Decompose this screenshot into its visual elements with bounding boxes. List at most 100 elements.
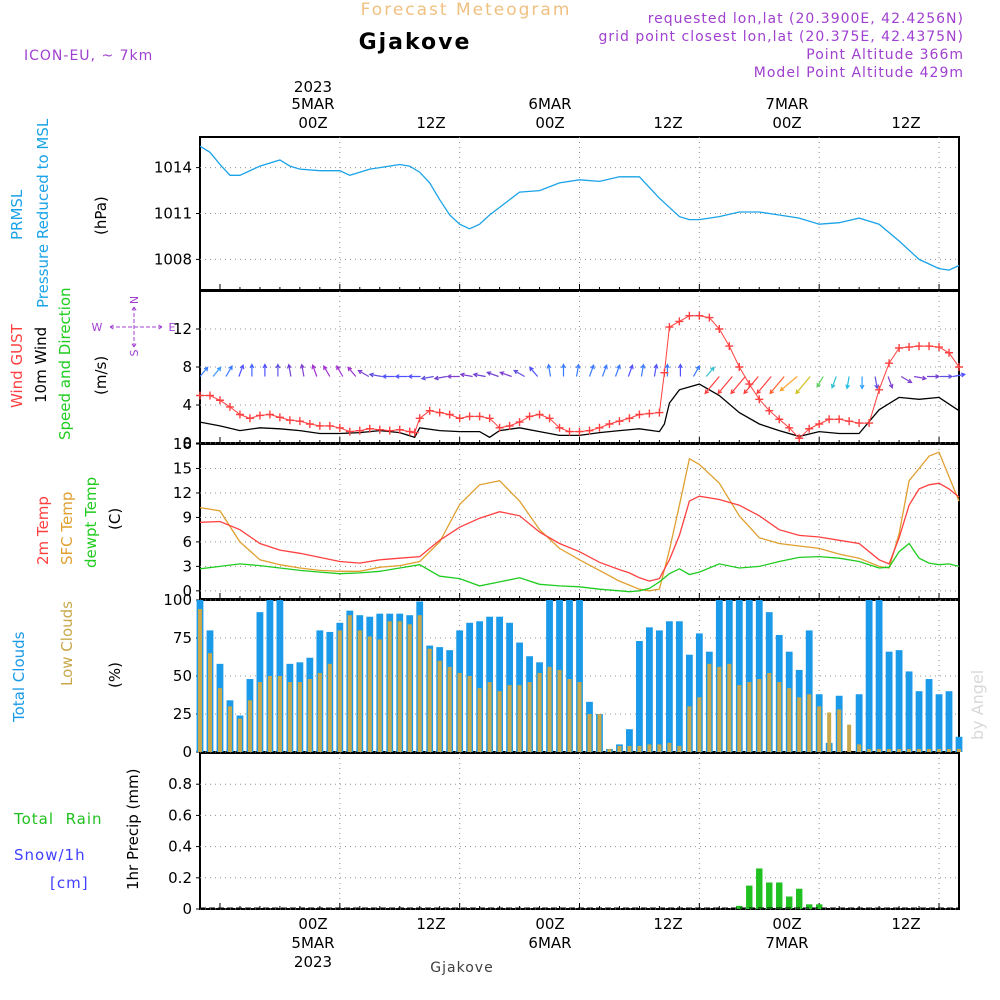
low-cloud-bar <box>847 724 852 752</box>
low-cloud-bar <box>397 621 402 752</box>
total-cloud-bar <box>885 651 893 752</box>
bottom-date-7mar: 7MAR <box>765 934 808 952</box>
total-cloud-bar <box>685 654 693 752</box>
gust-marker <box>515 418 524 427</box>
low-cloud-bar <box>547 666 552 752</box>
low-cloud-bar <box>407 624 412 752</box>
wind-direction-arrow <box>347 366 357 377</box>
low-cloud-bar <box>337 630 342 752</box>
wind-direction-arrow <box>407 374 421 379</box>
wind-direction-arrow <box>238 364 245 377</box>
total-cloud-bar <box>945 691 953 752</box>
gust-marker <box>365 424 374 433</box>
total-clouds-label: Total Clouds <box>10 631 28 723</box>
wind-direction-arrow <box>601 364 608 377</box>
gust-marker <box>845 417 854 426</box>
low-cloud-bar <box>877 748 882 752</box>
wind-direction-arrow <box>311 364 318 377</box>
low-cloud-bar <box>857 744 862 752</box>
wind-direction-arrow <box>299 363 305 377</box>
gust-marker <box>275 413 284 422</box>
gust-marker <box>785 423 794 432</box>
low-cloud-bar <box>667 742 672 752</box>
low-cloud-bar <box>897 748 902 752</box>
total-cloud-bar <box>636 641 643 752</box>
gust-marker <box>345 427 354 436</box>
total-cloud-bar <box>805 630 813 752</box>
low-cloud-bar <box>837 709 842 752</box>
gust-marker <box>645 409 654 418</box>
gust-marker <box>875 385 884 394</box>
low-cloud-bar <box>257 682 262 752</box>
station-title: Gjakove <box>359 30 472 55</box>
wind-direction-arrow <box>743 376 759 395</box>
pressure-line <box>199 145 960 271</box>
requested-coords: requested lon,lat (20.3900E, 42.4256N) <box>648 11 964 27</box>
total-rain-label: Total Rain <box>13 810 103 828</box>
low-cloud-bar <box>927 748 932 752</box>
gust-marker <box>410 428 419 437</box>
wind-direction-arrow <box>262 363 268 377</box>
gust-marker <box>445 410 454 419</box>
wind-direction-arrow <box>614 364 621 377</box>
wind-direction-arrow <box>769 376 785 395</box>
gust-marker <box>565 427 574 436</box>
wind-direction-arrow <box>336 365 344 377</box>
rain-bar <box>815 904 823 909</box>
gust-marker <box>715 325 724 333</box>
gust-marker <box>375 425 384 434</box>
low-cloud-bar <box>467 676 472 752</box>
wind-direction-arrow <box>627 364 634 377</box>
low-cloud-bar <box>487 682 492 752</box>
low-cloud-bar <box>198 609 202 752</box>
low-cloud-bar <box>887 748 892 752</box>
wind-direction-arrow <box>927 374 941 379</box>
wind-direction-arrow <box>286 363 292 377</box>
rain-bar <box>756 868 763 909</box>
gust-marker <box>855 419 864 428</box>
wind-y-tick-label: 12 <box>173 320 192 338</box>
top-date-5mar: 5MAR <box>291 95 334 113</box>
gust-marker <box>605 420 614 428</box>
gust-marker <box>685 311 694 320</box>
gust-marker <box>695 311 704 320</box>
top-hour-label: 12Z <box>416 114 445 132</box>
wind-direction-arrow <box>704 376 720 395</box>
gust-marker <box>325 421 334 430</box>
low-cloud-bar <box>947 748 952 752</box>
gust-marker <box>625 414 634 423</box>
wind-direction-arrow <box>887 376 894 389</box>
wind-direction-arrow <box>653 363 659 377</box>
top-hour-label: 00Z <box>535 114 564 132</box>
pressure-label: PRMSL <box>8 189 26 240</box>
gust-marker <box>305 420 314 428</box>
total-cloud-bar <box>646 627 653 752</box>
low-cloud-bar <box>767 672 772 752</box>
top-hour-label: 12Z <box>653 114 682 132</box>
gust-marker <box>225 402 234 411</box>
gust-marker <box>635 410 644 419</box>
low-cloud-bar <box>477 688 482 752</box>
wind-direction-arrow <box>199 366 209 377</box>
gust-markers <box>196 311 963 443</box>
total-cloud-bar <box>735 600 743 752</box>
total-cloud-bar <box>855 694 863 752</box>
gust-marker <box>495 423 504 432</box>
low-cloud-bar <box>727 663 732 752</box>
temp-2m-label: 2m Temp <box>34 496 52 565</box>
gust-marker <box>575 427 584 436</box>
top-hour-label: 00Z <box>772 114 801 132</box>
gust-marker <box>895 344 904 352</box>
total-cloud-bar <box>576 600 583 752</box>
total-cloud-bar <box>955 736 963 752</box>
clouds-y-tick-label: 75 <box>173 629 192 647</box>
wind-direction-arrow <box>249 363 255 377</box>
low-cloud-bar <box>567 679 572 752</box>
bottom-hour-label: 12Z <box>416 915 445 933</box>
wind-direction-arrow <box>357 369 370 378</box>
compass-north: N <box>128 296 141 304</box>
low-cloud-bar <box>557 669 562 752</box>
low-clouds-label: Low Clouds <box>58 601 76 686</box>
wind-direction-arrow <box>756 376 772 395</box>
wind-direction-arrow <box>874 376 880 390</box>
